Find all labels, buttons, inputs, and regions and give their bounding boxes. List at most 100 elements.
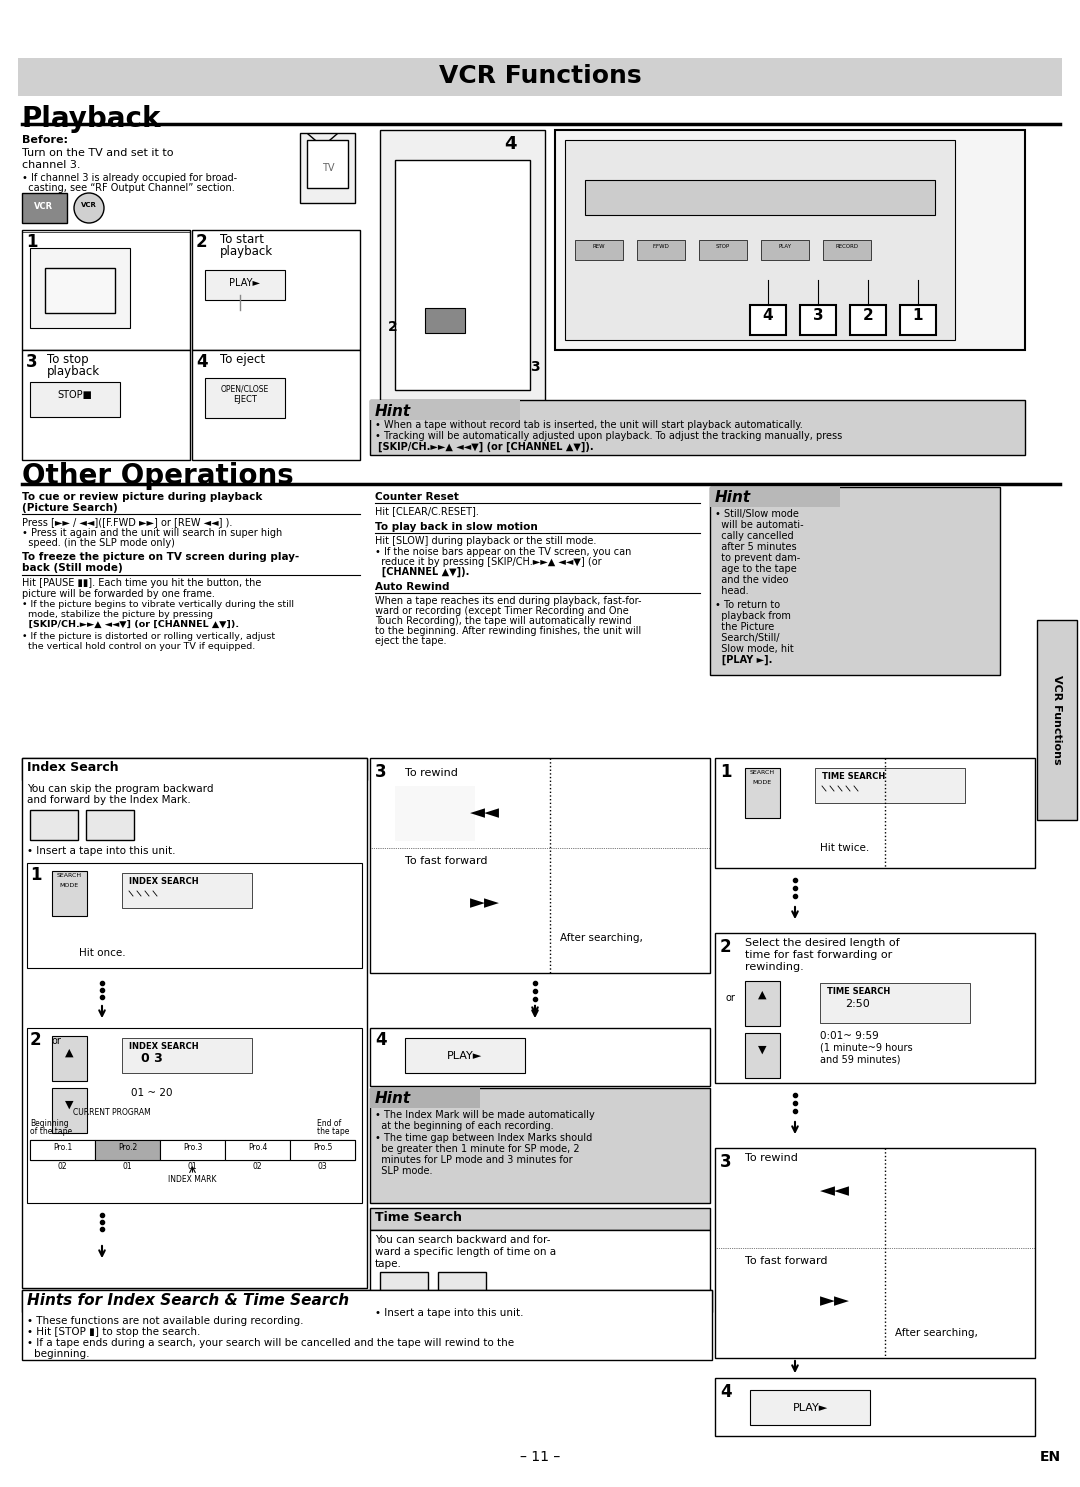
- Text: ▼: ▼: [65, 1100, 73, 1109]
- Bar: [370, 1028, 710, 1086]
- Text: 0:01~ 9:59: 0:01~ 9:59: [820, 1030, 879, 1041]
- Bar: [22, 758, 367, 781]
- Circle shape: [436, 355, 450, 370]
- Text: Hint: Hint: [375, 1091, 411, 1106]
- Bar: [205, 378, 285, 418]
- Circle shape: [746, 1280, 780, 1315]
- Text: 3: 3: [375, 763, 387, 781]
- Text: To eject: To eject: [220, 352, 265, 366]
- Text: Hit [PAUSE ▮▮]. Each time you hit the button, the: Hit [PAUSE ▮▮]. Each time you hit the bu…: [22, 578, 261, 587]
- Circle shape: [462, 1277, 481, 1297]
- Text: ward or recording (except Timer Recording and One: ward or recording (except Timer Recordin…: [375, 607, 629, 616]
- Text: To rewind: To rewind: [745, 1152, 798, 1163]
- Text: After searching,: After searching,: [561, 932, 643, 943]
- Bar: [30, 1141, 95, 1160]
- Bar: [160, 1141, 225, 1160]
- Text: minutes for LP mode and 3 minutes for: minutes for LP mode and 3 minutes for: [375, 1155, 572, 1164]
- Bar: [745, 981, 780, 1026]
- Text: Hints for Index Search & Time Search: Hints for Index Search & Time Search: [27, 1294, 349, 1309]
- Bar: [307, 140, 348, 187]
- Text: (Picture Search): (Picture Search): [22, 503, 118, 513]
- Bar: [823, 239, 870, 260]
- Text: 03: 03: [318, 1161, 327, 1170]
- Text: 4: 4: [762, 308, 773, 323]
- Text: Hint: Hint: [715, 491, 751, 506]
- Text: [CHANNEL ▲▼]).: [CHANNEL ▲▼]).: [375, 567, 470, 577]
- Circle shape: [585, 277, 605, 296]
- Text: • The Index Mark will be made automatically: • The Index Mark will be made automatica…: [375, 1109, 595, 1120]
- Bar: [750, 1390, 870, 1425]
- Bar: [95, 1141, 160, 1160]
- Circle shape: [75, 193, 104, 223]
- Bar: [800, 305, 836, 335]
- Bar: [52, 871, 87, 916]
- Bar: [715, 932, 1035, 1083]
- Bar: [900, 305, 936, 335]
- Text: To start: To start: [220, 233, 264, 245]
- Circle shape: [57, 889, 81, 913]
- Text: reduce it by pressing [SKIP/CH.►►▲ ◄◄▼] (or: reduce it by pressing [SKIP/CH.►►▲ ◄◄▼] …: [375, 558, 602, 567]
- Text: STOP: STOP: [716, 244, 730, 248]
- Text: • To return to: • To return to: [715, 599, 780, 610]
- Text: TIME SEARCH: TIME SEARCH: [822, 772, 886, 781]
- Bar: [815, 767, 966, 803]
- Text: • Insert a tape into this unit.: • Insert a tape into this unit.: [27, 846, 175, 857]
- Text: mode, stabilize the picture by pressing: mode, stabilize the picture by pressing: [22, 610, 213, 619]
- Bar: [30, 1141, 355, 1160]
- Bar: [405, 1038, 525, 1074]
- Bar: [715, 758, 1035, 868]
- Text: INDEX SEARCH: INDEX SEARCH: [129, 877, 199, 886]
- Text: playback: playback: [48, 364, 100, 378]
- Circle shape: [476, 232, 490, 245]
- Bar: [761, 239, 809, 260]
- Bar: [122, 1038, 252, 1074]
- Text: Auto Rewind: Auto Rewind: [375, 581, 449, 592]
- Text: • Hit [STOP ▮] to stop the search.: • Hit [STOP ▮] to stop the search.: [27, 1326, 201, 1337]
- Text: Turn on the TV and set it to: Turn on the TV and set it to: [22, 149, 174, 158]
- Text: speed. (in the SLP mode only): speed. (in the SLP mode only): [22, 538, 175, 549]
- Text: rewinding.: rewinding.: [745, 962, 804, 972]
- Bar: [22, 349, 190, 459]
- Circle shape: [406, 204, 420, 219]
- Text: OPEN/CLOSE: OPEN/CLOSE: [221, 385, 269, 394]
- Text: 3: 3: [530, 360, 540, 375]
- Bar: [745, 1033, 780, 1078]
- Text: 2: 2: [30, 1030, 42, 1048]
- Text: 02: 02: [57, 1161, 67, 1170]
- Text: • If the picture begins to vibrate vertically during the still: • If the picture begins to vibrate verti…: [22, 599, 294, 610]
- Circle shape: [36, 816, 53, 834]
- Circle shape: [57, 1096, 81, 1120]
- Bar: [192, 230, 360, 349]
- Text: 3: 3: [26, 352, 38, 370]
- Text: • If a tape ends during a search, your search will be cancelled and the tape wil: • If a tape ends during a search, your s…: [27, 1338, 514, 1349]
- Text: F.FWD: F.FWD: [652, 244, 670, 248]
- Text: beginning.: beginning.: [33, 1349, 90, 1359]
- Bar: [122, 873, 252, 909]
- Text: Pro.1: Pro.1: [53, 1144, 72, 1152]
- Text: Search/Still/: Search/Still/: [715, 633, 780, 642]
- Text: Hit twice.: Hit twice.: [821, 843, 869, 854]
- Text: 01: 01: [123, 1161, 133, 1170]
- Text: picture will be forwarded by one frame.: picture will be forwarded by one frame.: [22, 589, 215, 599]
- Bar: [45, 268, 114, 312]
- Text: Select the desired length of: Select the desired length of: [745, 938, 900, 949]
- Text: CURRENT PROGRAM: CURRENT PROGRAM: [73, 1108, 151, 1117]
- Text: 2: 2: [720, 938, 731, 956]
- Bar: [27, 1028, 362, 1203]
- Text: ▲: ▲: [758, 990, 766, 999]
- Bar: [300, 132, 355, 204]
- Circle shape: [746, 1170, 780, 1204]
- Text: at the beginning of each recording.: at the beginning of each recording.: [375, 1121, 554, 1132]
- Bar: [370, 1088, 710, 1203]
- Bar: [710, 488, 840, 507]
- Text: VCR Functions: VCR Functions: [1052, 675, 1062, 764]
- Text: After searching,: After searching,: [895, 1328, 977, 1338]
- Text: [PLAY ►].: [PLAY ►].: [715, 654, 772, 665]
- Bar: [18, 58, 1062, 97]
- Text: VCR: VCR: [35, 202, 54, 211]
- Text: You can skip the program backward: You can skip the program backward: [27, 784, 214, 794]
- Bar: [22, 230, 190, 349]
- Text: To fast forward: To fast forward: [405, 857, 487, 865]
- Text: 0 3: 0 3: [141, 1051, 163, 1065]
- Text: SLP mode.: SLP mode.: [375, 1166, 432, 1176]
